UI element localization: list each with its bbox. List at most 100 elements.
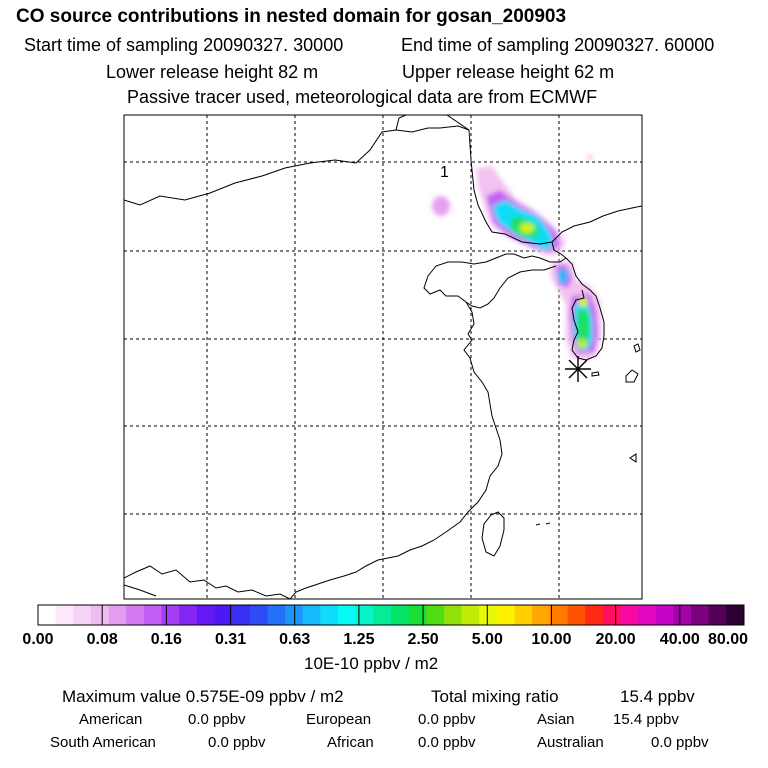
source-australian-value: 0.0 ppbv xyxy=(651,734,709,751)
coastlines xyxy=(124,115,642,599)
colorbar-units: 10E-10 ppbv / m2 xyxy=(304,654,439,673)
colorbar-swatch xyxy=(620,605,639,625)
tracer-note: Passive tracer used, meteorological data… xyxy=(127,87,598,107)
colorbar xyxy=(38,605,745,625)
colorbar-swatch xyxy=(549,605,568,625)
border-southwest xyxy=(124,565,291,599)
source-american-value: 0.0 ppbv xyxy=(188,711,246,728)
lower-release-height: Lower release height 82 m xyxy=(106,62,319,82)
colorbar-swatch xyxy=(73,605,92,625)
colorbar-swatch xyxy=(655,605,674,625)
colorbar-swatch xyxy=(408,605,427,625)
colorbar-swatch xyxy=(302,605,321,625)
colorbar-swatch xyxy=(214,605,233,625)
colorbar-swatch xyxy=(726,605,745,625)
colorbar-tick-label: 0.00 xyxy=(22,631,54,648)
colorbar-tick-label: 0.63 xyxy=(279,631,311,648)
colorbar-tick-label: 1.25 xyxy=(343,631,375,648)
colorbar-swatch xyxy=(708,605,727,625)
colorbar-tick-label: 40.00 xyxy=(659,631,700,648)
source-australian-label: Australian xyxy=(537,734,604,751)
plume-yellow-korea xyxy=(578,297,588,307)
colorbar-swatch xyxy=(461,605,480,625)
coast-korea xyxy=(565,257,605,361)
colorbar-swatch xyxy=(355,605,374,625)
source-asian-label: Asian xyxy=(537,711,575,728)
source-south-american-value: 0.0 ppbv xyxy=(208,734,266,751)
grid-lines xyxy=(124,115,642,599)
colorbar-tick-label: 0.16 xyxy=(150,631,182,648)
receptor-marker xyxy=(565,356,591,382)
colorbar-tick-label: 10.00 xyxy=(531,631,572,648)
plume-label: 1 xyxy=(440,164,449,181)
plume-dot xyxy=(587,154,593,160)
chart-title: CO source contributions in nested domain… xyxy=(16,6,567,27)
coast-japan-isl-3 xyxy=(629,453,637,463)
colorbar-swatch xyxy=(338,605,357,625)
colorbar-swatch xyxy=(320,605,339,625)
colorbar-tick-label: 5.00 xyxy=(471,631,503,648)
colorbar-swatch xyxy=(55,605,74,625)
start-time: Start time of sampling 20090327. 30000 xyxy=(24,35,344,55)
source-asian-value: 15.4 ppbv xyxy=(613,711,679,728)
max-value: Maximum value 0.575E-09 ppbv / m2 xyxy=(62,687,344,706)
colorbar-swatch xyxy=(638,605,657,625)
coast-japan-isl-2 xyxy=(633,343,641,353)
plume-green-korea xyxy=(577,310,590,346)
total-mixing-value: 15.4 ppbv xyxy=(620,687,695,706)
coast-bohai xyxy=(423,253,567,309)
total-mixing-label: Total mixing ratio xyxy=(431,687,559,706)
colorbar-tick-label: 20.00 xyxy=(595,631,636,648)
end-time: End time of sampling 20090327. 60000 xyxy=(401,35,715,55)
colorbar-swatch xyxy=(108,605,127,625)
colorbar-swatch xyxy=(285,605,304,625)
border-nw-2 xyxy=(395,115,407,131)
plume-yellow-ne xyxy=(520,223,534,233)
colorbar-swatch xyxy=(673,605,692,625)
colorbar-swatch xyxy=(232,605,251,625)
colorbar-swatch xyxy=(126,605,145,625)
coast-japan-isl-1 xyxy=(625,369,639,383)
upper-release-height: Upper release height 62 m xyxy=(402,62,615,82)
colorbar-swatch xyxy=(514,605,533,625)
colorbar-swatch xyxy=(249,605,268,625)
colorbar-swatch xyxy=(161,605,180,625)
colorbar-swatch xyxy=(373,605,392,625)
colorbar-swatch xyxy=(196,605,215,625)
coast-taiwan xyxy=(481,511,505,557)
border-china-korea xyxy=(551,241,567,259)
source-african-value: 0.0 ppbv xyxy=(418,734,476,751)
colorbar-swatch xyxy=(38,605,57,625)
source-european-value: 0.0 ppbv xyxy=(418,711,476,728)
colorbar-swatch xyxy=(443,605,463,625)
source-south-american-label: South American xyxy=(50,734,156,751)
colorbar-swatch xyxy=(567,605,586,625)
colorbar-swatch xyxy=(479,605,498,625)
colorbar-tick-label: 0.31 xyxy=(214,631,247,648)
plume-blob-west xyxy=(432,196,450,216)
colorbar-swatch xyxy=(585,605,604,625)
colorbar-swatch xyxy=(179,605,198,625)
coast-shandong xyxy=(289,301,503,599)
colorbar-swatch xyxy=(426,605,445,625)
colorbar-dividers xyxy=(101,605,681,625)
colorbar-swatch xyxy=(691,605,710,625)
border-mongolia xyxy=(124,125,470,206)
border-southwest-2 xyxy=(124,584,157,597)
plume-yellow-korea-south xyxy=(577,339,587,349)
colorbar-tick-label: 2.50 xyxy=(407,631,439,648)
colorbar-frame xyxy=(37,604,745,626)
source-african-label: African xyxy=(327,734,374,751)
colorbar-swatch xyxy=(391,605,410,625)
coast-ryukyu xyxy=(535,522,551,526)
colorbar-swatch xyxy=(143,605,163,625)
colorbar-swatch xyxy=(602,605,621,625)
colorbar-swatch xyxy=(532,605,551,625)
source-american-label: American xyxy=(79,711,143,728)
border-ne-china xyxy=(468,129,642,245)
concentration-plume xyxy=(432,154,602,360)
source-european-label: European xyxy=(306,711,372,728)
plume-cyan-strait xyxy=(558,268,568,284)
colorbar-swatch xyxy=(496,605,516,625)
